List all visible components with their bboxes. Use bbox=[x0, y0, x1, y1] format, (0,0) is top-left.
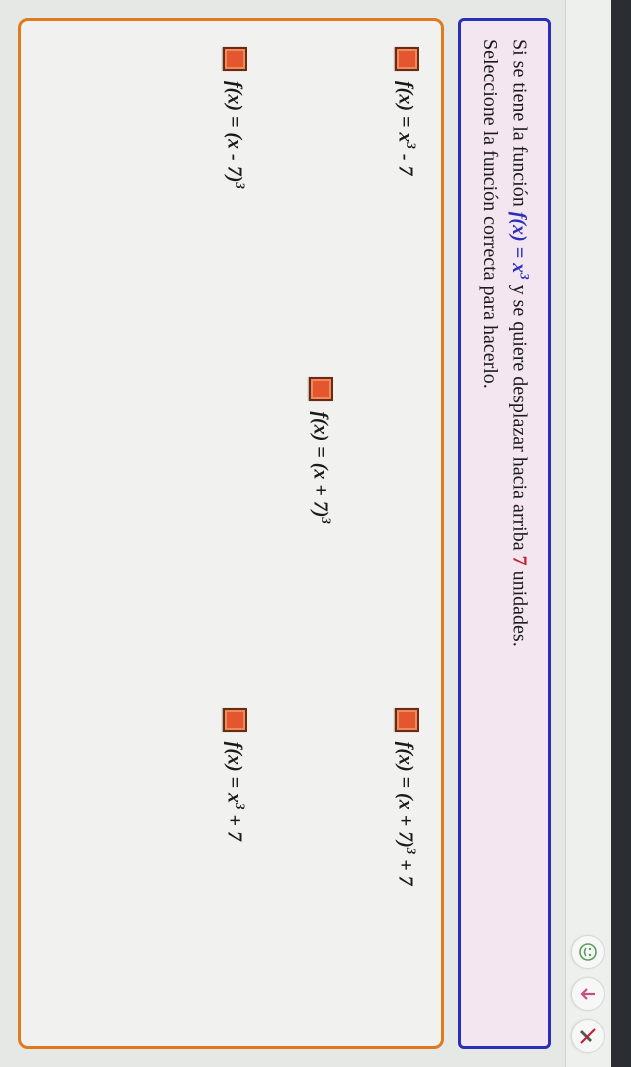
question-func-eq: = bbox=[508, 242, 530, 263]
question-box: Si se tiene la función f(x) = x3 y se qu… bbox=[458, 18, 551, 1049]
question-shift-n: 7 bbox=[508, 556, 530, 566]
checkbox-icon[interactable] bbox=[395, 47, 419, 71]
answers-grid: f(x) = x3 - 7 f(x) = (x + 7)3 + 7 f(x) =… bbox=[222, 47, 419, 1020]
option-c-label: f(x) = (x + 7)3 bbox=[308, 411, 334, 524]
answers-box: f(x) = x3 - 7 f(x) = (x + 7)3 + 7 f(x) =… bbox=[18, 18, 444, 1049]
question-line1-pre: Si se tiene la función bbox=[508, 39, 530, 212]
checkbox-icon[interactable] bbox=[309, 377, 333, 401]
option-d[interactable]: f(x) = (x - 7)3 bbox=[222, 47, 248, 359]
checkbox-icon[interactable] bbox=[395, 708, 419, 732]
option-e[interactable]: f(x) = x3 + 7 bbox=[222, 708, 248, 1020]
option-a[interactable]: f(x) = x3 - 7 bbox=[394, 47, 420, 359]
face-icon[interactable] bbox=[572, 935, 606, 969]
option-e-label: f(x) = x3 + 7 bbox=[222, 742, 248, 841]
app-screen: Si se tiene la función f(x) = x3 y se qu… bbox=[0, 0, 631, 1067]
question-line2: Seleccione la función correcta para hace… bbox=[479, 39, 501, 389]
window-titlebar bbox=[611, 0, 631, 1067]
question-line1-post: unidades. bbox=[508, 566, 530, 647]
checkbox-icon[interactable] bbox=[223, 47, 247, 71]
option-c[interactable]: f(x) = (x + 7)3 bbox=[308, 377, 334, 689]
pencil-off-icon[interactable] bbox=[572, 1019, 606, 1053]
option-a-label: f(x) = x3 - 7 bbox=[394, 81, 420, 176]
question-func-rhs: x bbox=[508, 263, 530, 273]
option-b[interactable]: f(x) = (x + 7)3 + 7 bbox=[394, 708, 420, 1020]
checkbox-icon[interactable] bbox=[223, 708, 247, 732]
question-line1-mid: y se quiere desplazar hacia arriba bbox=[508, 280, 530, 556]
option-b-label: f(x) = (x + 7)3 + 7 bbox=[394, 742, 420, 886]
question-func-lhs: f(x) bbox=[508, 212, 530, 242]
arrow-down-icon[interactable] bbox=[572, 977, 606, 1011]
option-d-label: f(x) = (x - 7)3 bbox=[222, 81, 248, 189]
toolbar bbox=[565, 0, 611, 1067]
content-area: Si se tiene la función f(x) = x3 y se qu… bbox=[0, 0, 565, 1067]
